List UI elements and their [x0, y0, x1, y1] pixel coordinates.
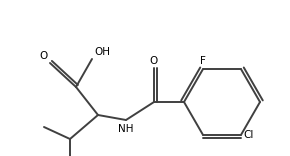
Text: Cl: Cl [243, 130, 253, 140]
Text: OH: OH [94, 47, 110, 57]
Text: O: O [150, 56, 158, 66]
Text: O: O [40, 51, 48, 61]
Text: NH: NH [118, 124, 134, 134]
Text: F: F [200, 56, 206, 66]
